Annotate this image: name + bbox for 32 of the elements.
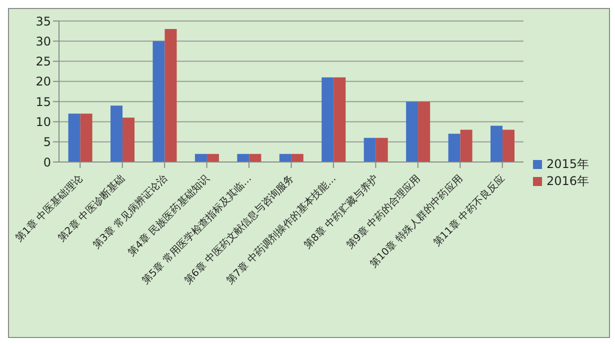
bar xyxy=(279,154,292,162)
bar xyxy=(206,154,219,162)
bar xyxy=(364,138,376,162)
legend-label: 2016年 xyxy=(546,174,589,188)
bar xyxy=(406,102,418,162)
bar xyxy=(164,29,177,162)
bar xyxy=(68,114,80,162)
bar xyxy=(502,130,515,162)
y-tick-label: 35 xyxy=(36,14,51,28)
bar xyxy=(418,102,430,162)
bar xyxy=(152,41,165,162)
bar xyxy=(460,130,472,162)
bar xyxy=(322,77,334,162)
bar xyxy=(80,114,92,162)
y-tick-label: 30 xyxy=(36,34,51,48)
bar xyxy=(110,106,123,162)
y-tick-label: 5 xyxy=(43,135,51,150)
y-tick-label: 0 xyxy=(43,155,51,170)
bar xyxy=(448,134,460,162)
y-tick-label: 15 xyxy=(36,94,51,109)
bar xyxy=(249,154,262,162)
bar xyxy=(194,154,207,162)
bar xyxy=(122,118,135,162)
bar xyxy=(376,138,388,162)
y-tick-label: 25 xyxy=(36,54,51,69)
bar xyxy=(334,77,346,162)
y-tick-label: 20 xyxy=(36,74,51,89)
y-tick-label: 10 xyxy=(36,114,51,129)
legend-label: 2015年 xyxy=(546,157,589,171)
bar xyxy=(490,126,503,162)
bar xyxy=(237,154,250,162)
bar xyxy=(291,154,304,162)
